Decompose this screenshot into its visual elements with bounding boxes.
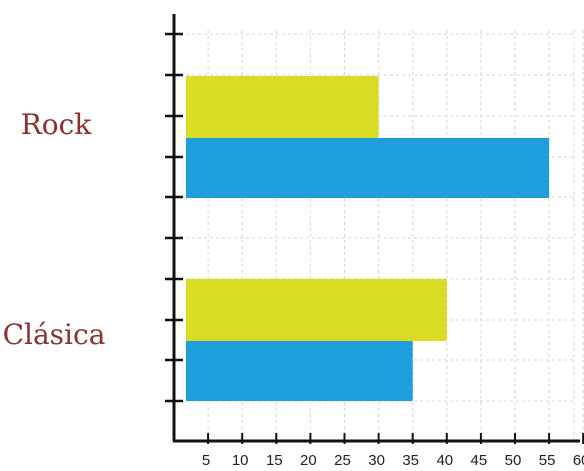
category-label-rock: Rock [21,108,93,141]
axes [165,14,584,444]
x-tick-label-5: 5 [202,452,210,469]
x-tick-label-45: 45 [471,452,488,469]
x-tick-label-60: 60 [573,452,584,469]
x-tick-label-30: 30 [368,452,385,469]
x-tick-labels: 5 10 15 20 25 30 35 40 45 50 55 60 [202,452,584,469]
x-tick-label-10: 10 [232,452,249,469]
bar-rock-series-2 [186,138,550,198]
category-label-clasica: Clásica [3,318,106,351]
bars [186,76,550,401]
bar-clasica-series-1 [186,279,447,341]
x-tick-label-50: 50 [505,452,522,469]
category-labels: Rock Clásica [3,108,106,351]
x-tick-label-55: 55 [539,452,556,469]
x-tick-label-40: 40 [436,452,453,469]
x-tick-label-25: 25 [334,452,351,469]
bar-clasica-series-2 [186,341,413,401]
x-tick-label-35: 35 [402,452,419,469]
x-tick-label-15: 15 [266,452,283,469]
x-tick-label-20: 20 [300,452,317,469]
bar-rock-series-1 [186,76,379,138]
